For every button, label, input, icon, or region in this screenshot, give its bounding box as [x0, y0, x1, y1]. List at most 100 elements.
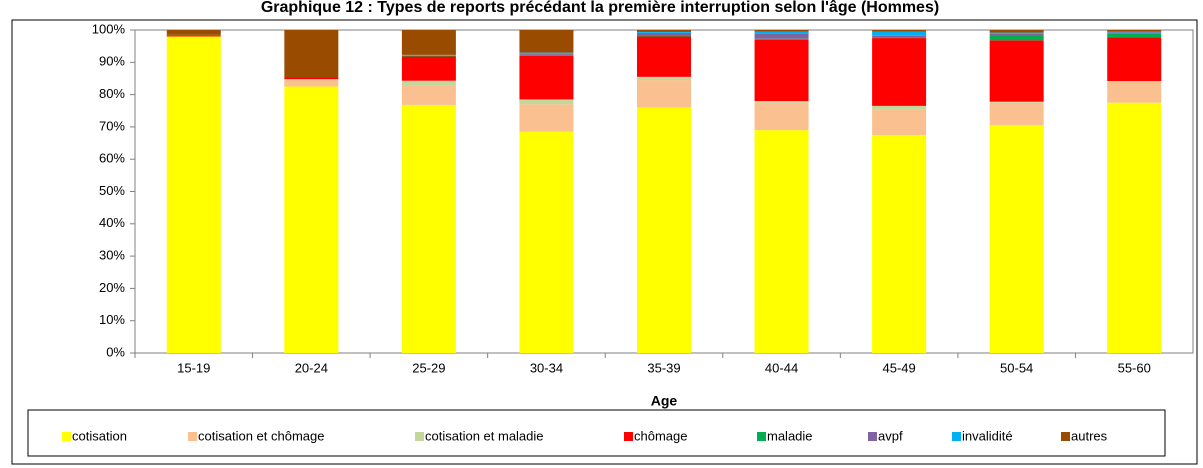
x-tick-label: 40-44 [765, 360, 798, 375]
legend-marker [62, 432, 71, 441]
bar-segment [637, 31, 691, 33]
bar-segment [754, 130, 809, 353]
x-tick-label: 20-24 [295, 360, 328, 375]
bar-segment [519, 131, 574, 353]
bar-segment [284, 80, 339, 87]
bar-segment [872, 38, 927, 106]
bar-segment [754, 33, 809, 39]
bar-segment [284, 77, 339, 80]
y-tick-label: 30% [99, 248, 125, 263]
legend-box [27, 409, 1166, 457]
bar-segment [872, 105, 927, 110]
y-tick-label: 80% [99, 86, 125, 101]
y-tick-label: 50% [99, 183, 125, 198]
x-axis-label: Age [651, 393, 678, 409]
bar-segment [989, 101, 1044, 103]
legend-label: cotisation et maladie [425, 428, 544, 443]
bar-segment [401, 104, 456, 353]
y-tick-label: 60% [99, 151, 125, 166]
bar-segment [401, 56, 456, 81]
y-tick-label: 90% [99, 54, 125, 69]
bar-segment [401, 85, 456, 105]
bar-segment [519, 55, 574, 100]
legend-marker [1061, 432, 1070, 441]
bar-segment [989, 30, 1044, 33]
bar-segment [1107, 31, 1162, 33]
bar-segment [284, 79, 339, 81]
bar-segment [519, 54, 574, 56]
bar-segment [872, 37, 927, 39]
bar-segment [989, 125, 1044, 353]
legend-label: avpf [878, 428, 903, 443]
y-tick-label: 70% [99, 118, 125, 133]
bar-segment [519, 30, 574, 53]
x-tick-label: 25-29 [412, 360, 445, 375]
bar-segment [754, 102, 809, 131]
legend-label: invalidité [962, 428, 1013, 443]
bar-segment [637, 30, 691, 32]
y-tick-label: 10% [99, 312, 125, 327]
legend-label: cotisation et chômage [198, 428, 324, 443]
bar-segment [989, 33, 1044, 36]
bar-segment [1107, 81, 1162, 103]
bar-segment [872, 30, 927, 32]
bar-segment [1107, 81, 1162, 82]
bar-segment [401, 80, 456, 86]
bar-segment [872, 109, 927, 135]
x-tick-label: 50-54 [1000, 360, 1033, 375]
legend-marker [868, 432, 877, 441]
bar-segment [637, 35, 691, 37]
bar-segment [284, 86, 339, 354]
y-tick-label: 100% [92, 21, 126, 36]
bar-segment [1107, 102, 1162, 353]
bar-segment [872, 31, 927, 36]
bar-segment [1107, 37, 1162, 82]
bar-segment [1107, 30, 1162, 32]
bar-segment [401, 55, 456, 57]
legend-marker [757, 432, 766, 441]
bar-segment [989, 40, 1044, 102]
x-tick-label: 45-49 [882, 360, 915, 375]
bar-segment [166, 30, 221, 35]
bar-segment [1107, 33, 1162, 38]
y-tick-label: 20% [99, 280, 125, 295]
bar-segment [166, 34, 221, 36]
bar-segment [989, 32, 1044, 34]
bar-segment [872, 35, 927, 38]
bar-segment [519, 104, 574, 132]
bar-segment [754, 31, 809, 34]
x-tick-label: 30-34 [530, 360, 563, 375]
bar-segment [754, 30, 809, 32]
bar-segment [637, 76, 691, 81]
x-tick-label: 35-39 [647, 360, 680, 375]
legend-label: cotisation [72, 428, 127, 443]
bar-segment [637, 32, 691, 36]
x-tick-label: 55-60 [1118, 360, 1151, 375]
legend-marker [415, 432, 424, 441]
bar-segment [401, 55, 456, 56]
bar-segment [872, 134, 927, 353]
legend-marker [624, 432, 633, 441]
bar-segment [637, 36, 691, 77]
bar-segment [754, 38, 809, 40]
legend-label: chômage [634, 428, 687, 443]
bar-segment [284, 30, 339, 78]
legend-marker [188, 432, 197, 441]
legend-marker [952, 432, 961, 441]
bar-segment [166, 36, 221, 354]
legend-label: autres [1071, 428, 1108, 443]
bar-segment [754, 101, 809, 103]
bar-segment [754, 39, 809, 102]
bar-segment [989, 102, 1044, 126]
x-tick-label: 15-19 [177, 360, 210, 375]
bar-segment [166, 35, 221, 37]
bar-segment [1107, 32, 1162, 34]
legend-label: maladie [767, 428, 813, 443]
bar-segment [989, 35, 1044, 41]
bar-segment [401, 30, 456, 55]
y-tick-label: 40% [99, 215, 125, 230]
bar-segment [519, 53, 574, 55]
bar-segment [519, 52, 574, 54]
bar-segment [519, 99, 574, 105]
